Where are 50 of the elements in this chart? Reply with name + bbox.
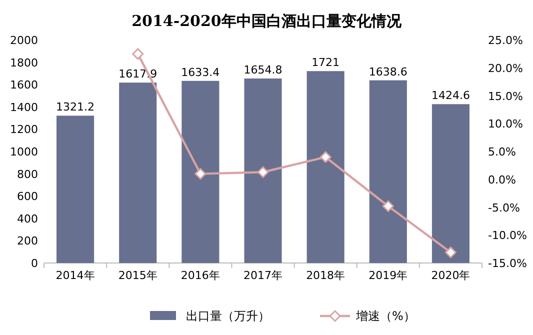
y-tick-label: 600 bbox=[17, 190, 38, 204]
y-tick-label: 0 bbox=[31, 257, 38, 270]
y2-tick-label: 20.0% bbox=[488, 62, 523, 75]
y2-tick-label: 10.0% bbox=[488, 118, 523, 131]
y2-tick-label: -10.0% bbox=[488, 229, 527, 242]
data-label: 1633.4 bbox=[181, 66, 220, 79]
chart-title: 2014-2020年中国白酒出口量变化情况 bbox=[132, 12, 402, 30]
y2-tick-label: 15.0% bbox=[488, 90, 523, 103]
y-tick-label: 800 bbox=[17, 168, 38, 181]
data-label: 1321.2 bbox=[56, 100, 95, 114]
bar bbox=[369, 80, 407, 263]
y2-tick-label: -15.0% bbox=[488, 257, 527, 270]
x-tick-label: 2018年 bbox=[306, 269, 346, 282]
data-label: 1638.6 bbox=[368, 65, 408, 78]
legend-label: 出口量（万升） bbox=[186, 309, 270, 323]
y-tick-label: 200 bbox=[17, 234, 38, 248]
y-tick-label: 2000 bbox=[10, 34, 38, 47]
point bbox=[257, 166, 269, 178]
x-tick-label: 2014年 bbox=[56, 269, 95, 282]
data-label: 1617.9 bbox=[118, 68, 158, 81]
bar bbox=[244, 78, 282, 263]
data-label: 1654.8 bbox=[244, 63, 282, 76]
point bbox=[132, 48, 144, 60]
data-label: 1721 bbox=[312, 56, 340, 70]
bar bbox=[432, 104, 470, 263]
bar bbox=[119, 82, 157, 263]
y2-tick-label: 25.0% bbox=[488, 34, 523, 47]
point bbox=[194, 168, 206, 180]
y-tick-label: 1800 bbox=[10, 56, 38, 70]
legend-label: 增速（%） bbox=[355, 309, 416, 323]
y-tick-label: 1000 bbox=[10, 146, 38, 158]
bar bbox=[56, 116, 94, 263]
y2-tick-label: 5.0% bbox=[488, 146, 516, 158]
x-tick-label: 2015年 bbox=[118, 269, 158, 282]
data-label: 1424.6 bbox=[431, 89, 470, 102]
x-tick-label: 2016年 bbox=[180, 269, 220, 282]
point bbox=[444, 246, 456, 258]
y-tick-label: 1200 bbox=[10, 123, 38, 136]
y2-tick-label: -5.0% bbox=[488, 201, 520, 214]
y-tick-label: 400 bbox=[17, 212, 38, 226]
x-tick-label: 2020年 bbox=[431, 269, 470, 282]
point bbox=[382, 200, 394, 212]
y-tick-label: 1600 bbox=[10, 78, 38, 92]
y2-tick-label: 0.0% bbox=[488, 173, 516, 186]
x-tick-label: 2019年 bbox=[368, 269, 408, 282]
y-tick-label: 1400 bbox=[10, 100, 38, 114]
x-tick-label: 2017年 bbox=[244, 269, 282, 282]
bar bbox=[182, 80, 220, 263]
point bbox=[320, 151, 332, 163]
bar bbox=[306, 71, 344, 263]
